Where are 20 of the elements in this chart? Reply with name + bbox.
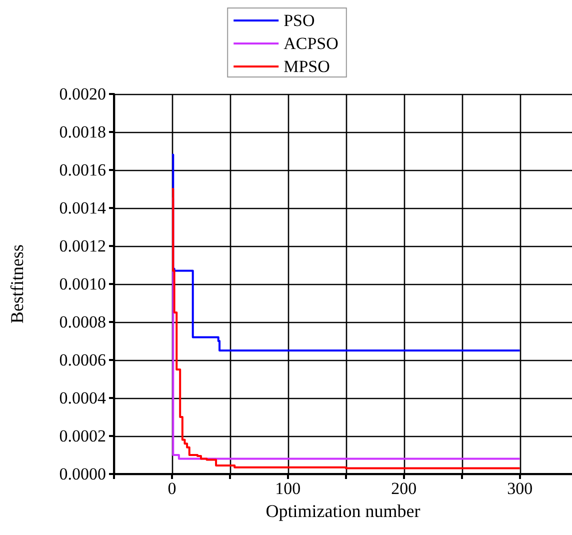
x-tick-label: 0 [168,479,176,498]
y-tick-label: 0.0012 [59,236,106,256]
y-axis-title: Bestfitness [7,244,27,324]
y-tick-label: 0.0000 [59,464,106,484]
y-tick-label: 0.0006 [59,350,106,370]
y-tick-label: 0.0002 [59,426,106,446]
y-tick-label: 0.0014 [59,198,106,218]
x-axis-title: Optimization number [266,500,420,521]
y-tick-label: 0.0004 [59,388,106,408]
legend-label: ACPSO [284,34,338,53]
y-tick-label: 0.0010 [59,274,106,294]
y-tick-label: 0.0018 [59,122,106,142]
x-tick-label: 100 [275,479,301,498]
x-tick-label: 200 [391,479,417,498]
legend-label: PSO [284,11,315,30]
x-tick-label: 300 [507,479,533,498]
y-tick-label: 0.0016 [59,160,106,180]
y-tick-label: 0.0008 [59,312,106,332]
legend-label: MPSO [284,57,330,76]
y-tick-label: 0.0020 [59,84,106,104]
